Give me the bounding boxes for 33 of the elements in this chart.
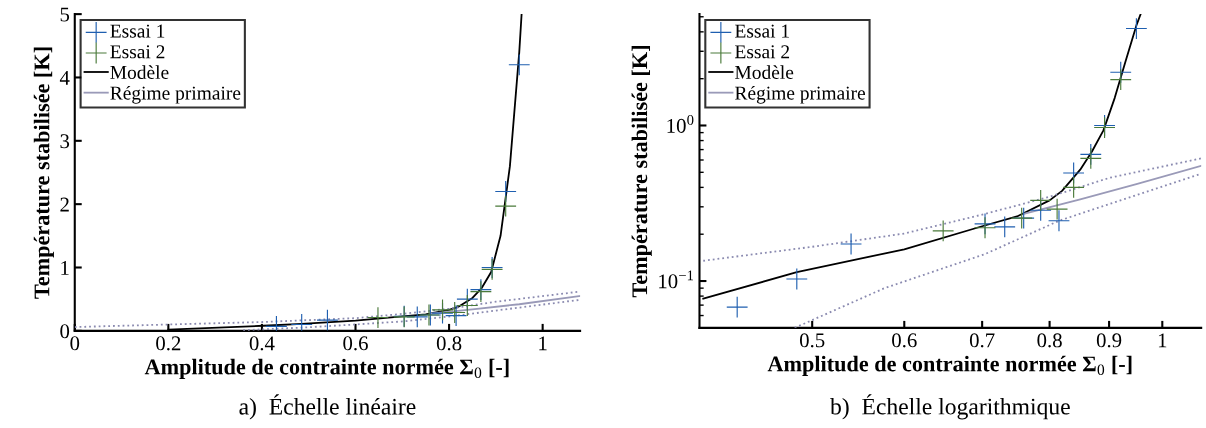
legend-label: Essai 2 xyxy=(110,45,165,59)
x-tick-label: 0 xyxy=(70,336,80,351)
legend-label: Essai 2 xyxy=(735,45,790,59)
legend-label: Essai 1 xyxy=(110,24,165,38)
legend-label: Régime primaire xyxy=(735,85,866,104)
x-tick-label: 0.9 xyxy=(1096,333,1122,348)
y-tick-label: 3 xyxy=(60,134,70,149)
x-tick-label: 0.6 xyxy=(892,333,917,348)
y-tick-label: 2 xyxy=(60,197,69,212)
legend-label: Régime primaire xyxy=(110,85,241,104)
x-tick-label: 0.8 xyxy=(1037,333,1062,348)
y-axis-title: Température stabilisée [K] xyxy=(33,47,54,299)
legend-label: Modèle xyxy=(735,65,794,79)
x-axis-title: Amplitude de contrainte normée Σ$_{0}$ [-] xyxy=(767,355,1132,376)
y-tick-label: 10$^{0}$ xyxy=(667,115,694,133)
y-tick-label: 10$^{−1}$ xyxy=(659,270,693,289)
legend-label: Essai 1 xyxy=(735,24,789,38)
y-tick-label: 4 xyxy=(59,70,70,85)
x-tick-label: 1 xyxy=(1158,333,1167,348)
text: a) Échelle linéaire xyxy=(239,394,416,420)
x-tick-label: 1 xyxy=(539,336,547,351)
x-tick-label: 0.2 xyxy=(156,336,181,351)
x-tick-label: 0.8 xyxy=(436,336,462,351)
x-tick-label: 0.6 xyxy=(343,336,368,351)
y-tick-label: 5 xyxy=(60,7,70,22)
text: b) Échelle logarithmique xyxy=(830,394,1070,420)
x-tick-label: 0.5 xyxy=(799,333,825,348)
x-axis-title: Amplitude de contrainte normée Σ$_{0}$ [-] xyxy=(144,358,509,379)
y-tick-label: 1 xyxy=(61,260,69,275)
legend-label: Modèle xyxy=(110,65,169,79)
x-tick-label: 0.7 xyxy=(969,333,995,348)
y-axis-title: Température stabilisée [K] xyxy=(631,46,652,298)
x-tick-label: 0.4 xyxy=(249,336,275,351)
